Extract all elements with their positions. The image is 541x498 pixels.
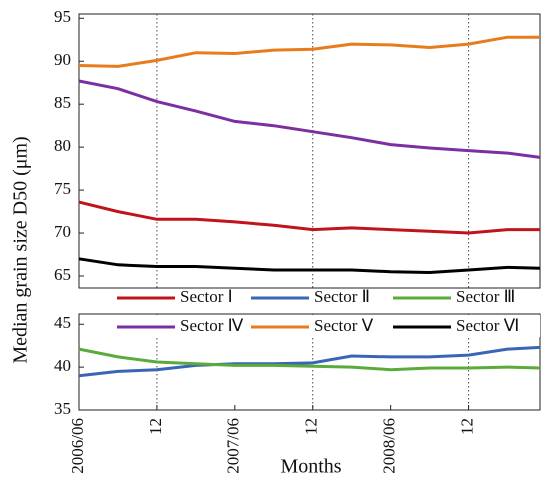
x-tick-label: 12: [146, 418, 165, 435]
plot-area: [78, 313, 541, 411]
legend-label: Sector Ⅴ: [314, 316, 374, 335]
legend-label: Sector Ⅳ: [180, 316, 244, 335]
series-line: [78, 79, 541, 159]
x-tick-label: 2006/06: [68, 418, 87, 474]
y-tick-label: 40: [54, 356, 71, 375]
series-line: [78, 35, 540, 68]
y-tick-label: 35: [54, 399, 71, 418]
legend-box: [105, 289, 540, 299]
legend-label: Sector Ⅵ: [456, 316, 519, 335]
x-tick-label: 12: [302, 418, 321, 435]
x-axis-label: Months: [280, 456, 341, 478]
y-tick-label: 90: [54, 50, 71, 69]
legend-label: Sector Ⅰ: [180, 287, 233, 306]
y-tick-label: 75: [54, 179, 71, 198]
x-tick-label: 2007/06: [224, 418, 243, 474]
series-line: [78, 345, 541, 378]
y-tick-label: 85: [54, 93, 71, 112]
legend-label: Sector Ⅱ: [314, 287, 370, 306]
y-tick-label: 95: [54, 7, 71, 26]
series-line: [78, 257, 541, 275]
series-line: [78, 347, 541, 372]
x-tick-label: 12: [457, 418, 476, 435]
plot-area: [78, 13, 541, 289]
y-tick-label: 65: [54, 265, 71, 284]
legend-label: Sector Ⅲ: [456, 287, 515, 306]
series-line: [78, 200, 540, 235]
y-axis-label: Median grain size D50 (μm): [10, 136, 32, 363]
x-tick-label: 2008/06: [380, 418, 399, 474]
legend-box: [105, 315, 540, 337]
y-tick-label: 45: [54, 313, 71, 332]
y-tick-label: 70: [54, 222, 71, 241]
y-tick-label: 80: [54, 136, 71, 155]
